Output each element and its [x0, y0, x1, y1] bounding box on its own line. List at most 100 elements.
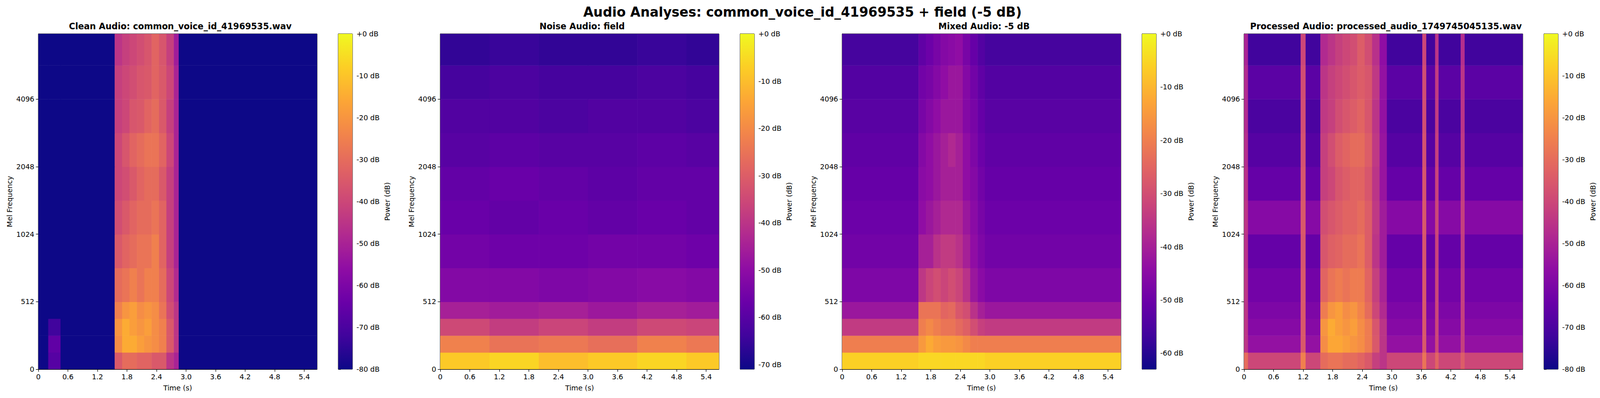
svg-text:512: 512	[20, 297, 35, 306]
svg-text:2048: 2048	[418, 162, 437, 171]
svg-text:3.0: 3.0	[582, 372, 594, 381]
svg-text:1.2: 1.2	[91, 372, 103, 381]
svg-text:0: 0	[1242, 372, 1247, 381]
svg-text:2.4: 2.4	[150, 372, 163, 381]
svg-text:512: 512	[824, 297, 839, 306]
svg-text:Mel Frequency: Mel Frequency	[1211, 175, 1220, 227]
svg-text:Time (s): Time (s)	[163, 383, 193, 392]
svg-text:0.6: 0.6	[463, 372, 476, 381]
svg-text:3.0: 3.0	[984, 372, 996, 381]
svg-text:-60 dB: -60 dB	[356, 281, 380, 290]
svg-text:1024: 1024	[1221, 230, 1241, 239]
svg-text:-70 dB: -70 dB	[1562, 323, 1586, 332]
svg-text:+0 dB: +0 dB	[1160, 29, 1183, 38]
svg-text:-70 dB: -70 dB	[356, 323, 380, 332]
svg-text:Power (dB): Power (dB)	[1588, 182, 1597, 221]
svg-text:3.0: 3.0	[180, 372, 192, 381]
svg-text:-30 dB: -30 dB	[758, 171, 782, 180]
svg-text:+0 dB: +0 dB	[356, 29, 379, 38]
svg-text:4096: 4096	[819, 94, 839, 103]
svg-text:3.6: 3.6	[1013, 372, 1025, 381]
svg-text:1024: 1024	[819, 230, 839, 239]
svg-text:-20 dB: -20 dB	[356, 113, 380, 122]
svg-text:-20 dB: -20 dB	[1160, 136, 1184, 145]
svg-text:3.6: 3.6	[1415, 372, 1427, 381]
svg-text:1.2: 1.2	[1297, 372, 1309, 381]
svg-text:0: 0	[438, 372, 443, 381]
svg-text:Mel Frequency: Mel Frequency	[809, 175, 818, 227]
svg-text:2048: 2048	[819, 162, 839, 171]
svg-text:2048: 2048	[1221, 162, 1241, 171]
svg-text:0: 0	[833, 365, 839, 374]
svg-text:-80 dB: -80 dB	[356, 365, 380, 374]
svg-text:4.2: 4.2	[1043, 372, 1055, 381]
svg-text:1.2: 1.2	[493, 372, 505, 381]
svg-text:4.8: 4.8	[1072, 372, 1085, 381]
svg-text:4.8: 4.8	[1474, 372, 1486, 381]
svg-text:0.6: 0.6	[865, 372, 877, 381]
svg-text:-10 dB: -10 dB	[758, 77, 782, 86]
svg-text:-60 dB: -60 dB	[1562, 281, 1586, 290]
svg-text:-50 dB: -50 dB	[758, 266, 782, 275]
svg-text:Time (s): Time (s)	[1368, 383, 1399, 392]
svg-text:Audio Analyses: common_voice_i: Audio Analyses: common_voice_id_41969535…	[583, 4, 1022, 20]
svg-text:512: 512	[1226, 297, 1241, 306]
svg-text:-30 dB: -30 dB	[1562, 155, 1586, 164]
svg-text:Time (s): Time (s)	[564, 383, 595, 392]
svg-text:Power (dB): Power (dB)	[785, 182, 794, 221]
svg-text:1.8: 1.8	[1326, 372, 1338, 381]
svg-text:-60 dB: -60 dB	[758, 313, 782, 322]
svg-text:Mel Frequency: Mel Frequency	[407, 175, 416, 227]
svg-text:-50 dB: -50 dB	[356, 239, 380, 248]
svg-text:1024: 1024	[418, 230, 437, 239]
svg-text:512: 512	[422, 297, 437, 306]
svg-text:Mixed Audio: -5 dB: Mixed Audio: -5 dB	[938, 21, 1030, 32]
svg-text:1024: 1024	[16, 230, 35, 239]
svg-text:-80 dB: -80 dB	[1562, 365, 1586, 374]
svg-text:5.4: 5.4	[1504, 372, 1516, 381]
svg-text:+0 dB: +0 dB	[758, 29, 781, 38]
svg-text:4.2: 4.2	[239, 372, 251, 381]
svg-text:4096: 4096	[418, 94, 437, 103]
svg-text:-10 dB: -10 dB	[1160, 82, 1184, 91]
svg-text:1.2: 1.2	[895, 372, 907, 381]
svg-text:Mel Frequency: Mel Frequency	[5, 175, 14, 227]
svg-text:2.4: 2.4	[552, 372, 564, 381]
svg-text:0.6: 0.6	[1267, 372, 1279, 381]
svg-text:-50 dB: -50 dB	[1562, 239, 1586, 248]
svg-text:0: 0	[1235, 365, 1241, 374]
svg-text:4096: 4096	[1221, 94, 1241, 103]
svg-text:-30 dB: -30 dB	[1160, 189, 1184, 198]
svg-text:4096: 4096	[16, 94, 35, 103]
svg-text:3.6: 3.6	[210, 372, 222, 381]
svg-text:5.4: 5.4	[1102, 372, 1114, 381]
svg-text:-30 dB: -30 dB	[356, 155, 380, 164]
svg-text:-70 dB: -70 dB	[758, 360, 782, 369]
svg-text:4.8: 4.8	[269, 372, 281, 381]
svg-text:1.8: 1.8	[523, 372, 535, 381]
svg-text:-40 dB: -40 dB	[356, 197, 380, 206]
svg-text:-10 dB: -10 dB	[1562, 71, 1586, 80]
svg-text:Noise Audio: field: Noise Audio: field	[539, 21, 625, 32]
svg-text:Processed Audio: processed_aud: Processed Audio: processed_audio_1749745…	[1250, 21, 1522, 32]
svg-text:Clean Audio: common_voice_id_4: Clean Audio: common_voice_id_41969535.wa…	[69, 21, 292, 32]
svg-text:0: 0	[431, 365, 437, 374]
svg-text:5.4: 5.4	[700, 372, 712, 381]
svg-text:2.4: 2.4	[954, 372, 966, 381]
svg-text:-60 dB: -60 dB	[1160, 348, 1184, 357]
svg-text:0: 0	[29, 365, 35, 374]
svg-text:-20 dB: -20 dB	[1562, 113, 1586, 122]
svg-text:-10 dB: -10 dB	[356, 71, 380, 80]
svg-text:-40 dB: -40 dB	[758, 218, 782, 227]
svg-text:3.0: 3.0	[1385, 372, 1398, 381]
svg-text:0: 0	[36, 372, 41, 381]
svg-text:-20 dB: -20 dB	[758, 124, 782, 133]
svg-text:4.8: 4.8	[671, 372, 683, 381]
svg-text:Time (s): Time (s)	[966, 383, 997, 392]
svg-text:1.8: 1.8	[924, 372, 937, 381]
svg-text:4.2: 4.2	[641, 372, 653, 381]
svg-text:2048: 2048	[16, 162, 35, 171]
svg-text:-50 dB: -50 dB	[1160, 295, 1184, 304]
svg-text:0: 0	[840, 372, 845, 381]
svg-text:4.2: 4.2	[1444, 372, 1457, 381]
